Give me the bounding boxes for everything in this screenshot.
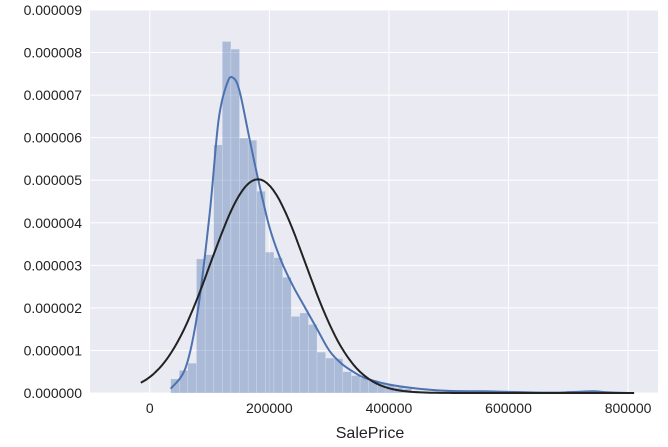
histogram-bar — [308, 324, 318, 394]
x-tick-label: 400000 — [366, 400, 413, 416]
y-tick-label: 0.000002 — [24, 300, 83, 316]
histogram-bar — [342, 371, 352, 394]
histogram-bar — [256, 191, 266, 394]
density-lines — [140, 75, 635, 394]
y-tick-label: 0.000007 — [24, 87, 83, 103]
histogram-bar — [282, 276, 292, 394]
y-tick-label: 0.000005 — [24, 172, 83, 188]
histogram-bar — [290, 316, 301, 394]
histogram-bar — [316, 351, 326, 394]
histogram-bar — [351, 375, 361, 394]
y-tick-label: 0.000001 — [24, 342, 83, 358]
kde-density-line — [169, 75, 629, 394]
histogram-bars — [170, 41, 585, 394]
grid-lines — [90, 9, 658, 394]
histogram-bar — [265, 251, 275, 394]
y-tick-label: 0.000008 — [24, 45, 83, 61]
histogram-bar — [359, 377, 369, 394]
x-tick-label: 200000 — [246, 400, 293, 416]
histogram-bar — [239, 137, 249, 394]
histogram-bar — [247, 139, 258, 394]
histogram-bar — [325, 357, 335, 394]
y-tick-label: 0.000000 — [24, 385, 83, 401]
y-tick-label: 0.000003 — [24, 257, 83, 273]
histogram-bar — [187, 362, 197, 394]
x-tick-label: 0 — [146, 400, 154, 416]
plot-background — [90, 10, 658, 393]
x-axis-title: SalePrice — [336, 425, 405, 442]
histogram-bar — [213, 144, 223, 394]
histogram-bar — [170, 378, 180, 394]
histogram-bar — [333, 358, 344, 394]
y-tick-label: 0.000004 — [24, 215, 83, 231]
histogram-bar — [196, 258, 206, 394]
histogram-bar — [230, 48, 240, 394]
histogram-bar — [299, 312, 309, 394]
x-tick-label: 800000 — [605, 400, 652, 416]
histogram-bar — [222, 41, 232, 394]
y-tick-label: 0.000009 — [24, 2, 83, 18]
y-tick-label: 0.000006 — [24, 130, 83, 146]
histogram-bar — [273, 257, 283, 394]
x-axis-ticks: 0 200000 400000 600000 800000 — [146, 400, 652, 416]
y-axis-ticks: 0.000000 0.000001 0.000002 0.000003 0.000004… — [24, 2, 83, 401]
histogram-bar — [204, 254, 214, 394]
normal-fit-line — [140, 178, 635, 394]
x-tick-label: 600000 — [485, 400, 532, 416]
